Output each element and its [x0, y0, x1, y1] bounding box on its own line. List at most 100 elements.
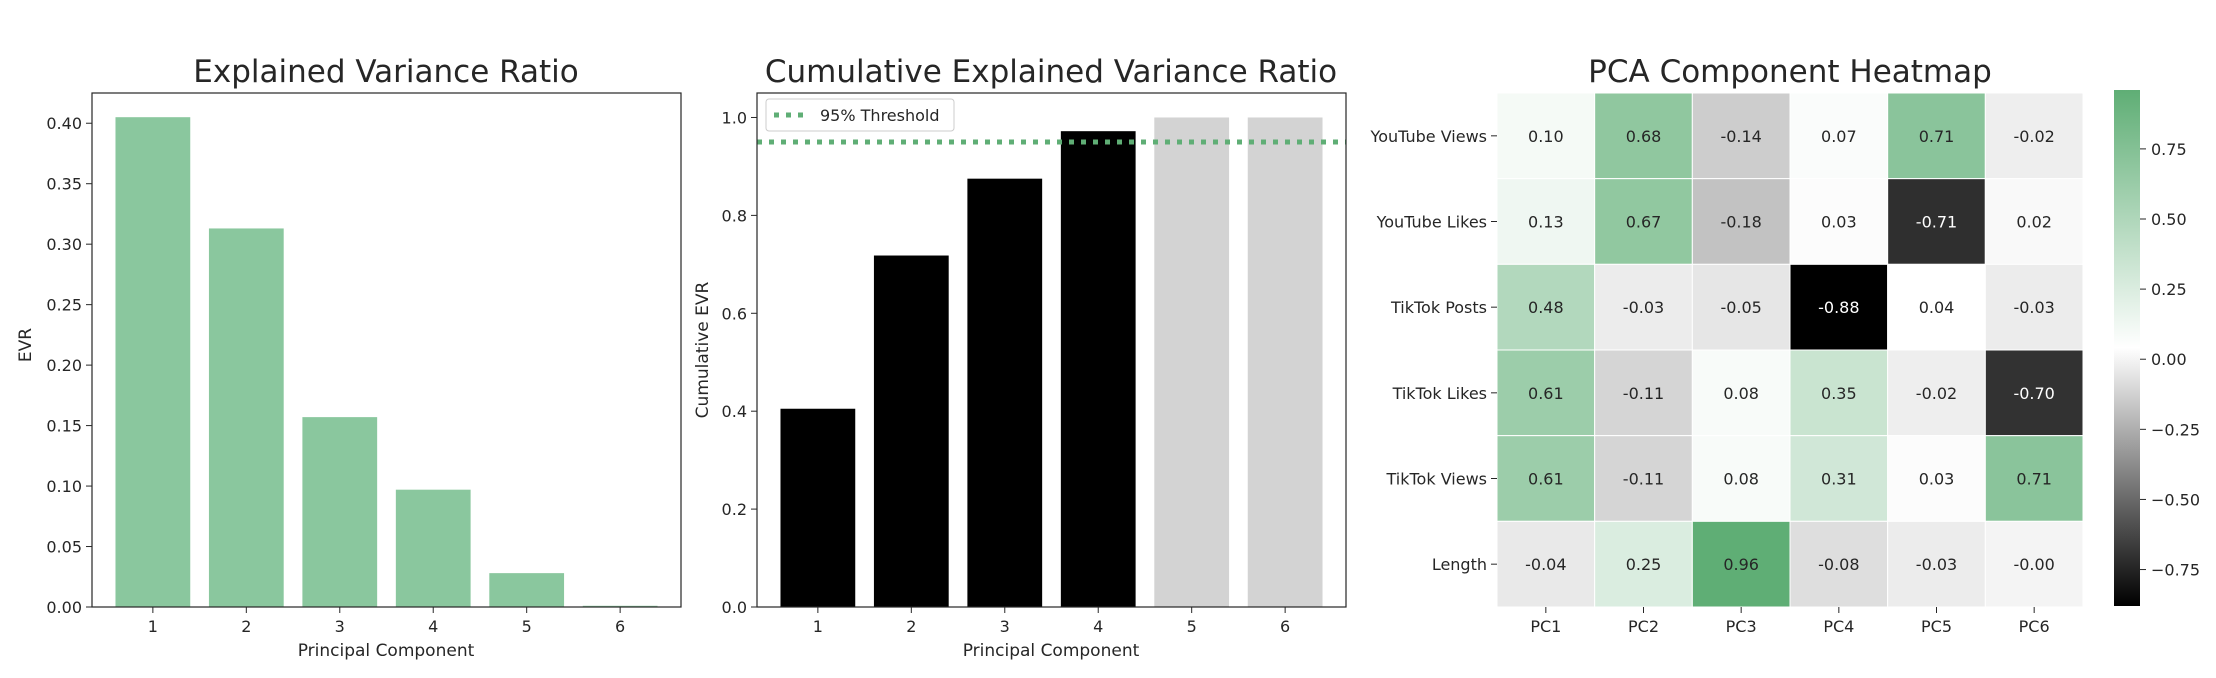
- y-tick-label: 0.40: [46, 114, 82, 133]
- colorbar-tick-label: 0.25: [2151, 280, 2187, 299]
- y-tick-label: 0.20: [46, 356, 82, 375]
- p2-bar: [780, 408, 856, 607]
- x-tick-label: 3: [1000, 617, 1010, 636]
- heatmap-cell-value: 0.07: [1821, 127, 1857, 146]
- x-tick-label: 5: [522, 617, 532, 636]
- legend-threshold-label: 95% Threshold: [820, 106, 940, 125]
- y-tick-label: 0.6: [722, 304, 747, 323]
- colorbar-tick-label: 0.50: [2151, 210, 2187, 229]
- x-tick-label: 6: [615, 617, 625, 636]
- evr-bar-chart: Explained Variance Ratio Principal Compo…: [16, 54, 682, 661]
- p1-bar: [115, 117, 191, 607]
- heatmap-cell-value: 0.68: [1626, 127, 1662, 146]
- heatmap-cell-value: -0.71: [1916, 213, 1957, 232]
- legend: 95% Threshold: [765, 98, 955, 132]
- heatmap-cell-value: -0.11: [1623, 384, 1664, 403]
- cumulative-y-axis-label: Cumulative EVR: [693, 282, 713, 419]
- evr-y-axis-label: EVR: [16, 328, 36, 362]
- heatmap-cell: [1887, 263, 1986, 351]
- p1-bar: [489, 573, 565, 607]
- heatmap-row-label: TikTok Likes: [1392, 384, 1487, 403]
- y-tick-label: 0.8: [722, 206, 747, 225]
- heatmap-cell-value: 0.71: [2016, 470, 2052, 489]
- heatmap-cell-value: 0.61: [1528, 384, 1564, 403]
- heatmap-cell-value: 0.71: [1919, 127, 1955, 146]
- heatmap-row-label: Length: [1432, 555, 1487, 574]
- heatmap-cell-value: 0.31: [1821, 470, 1857, 489]
- heatmap-cell-value: -0.03: [1623, 298, 1664, 317]
- heatmap-cell: [1691, 263, 1791, 351]
- colorbar: [2114, 90, 2140, 606]
- heatmap-cell: [1984, 520, 2084, 608]
- p1-bar: [302, 417, 378, 607]
- colorbar-tick-label: −0.25: [2151, 420, 2200, 439]
- heatmap-cell: [1984, 263, 2084, 351]
- heatmap-cell: [1887, 92, 1986, 180]
- x-tick-label: 6: [1280, 617, 1290, 636]
- p1-bar: [208, 228, 284, 608]
- heatmap-column-label: PC3: [1726, 617, 1757, 636]
- y-tick-label: 0.05: [46, 538, 82, 557]
- y-tick-label: 0.4: [722, 402, 747, 421]
- y-tick-label: 0.2: [722, 500, 747, 519]
- p2-bar: [1154, 117, 1230, 607]
- x-tick-label: 5: [1187, 617, 1197, 636]
- heatmap-cell: [1594, 263, 1693, 351]
- heatmap-cell: [1789, 435, 1889, 522]
- heatmap-cell-value: -0.18: [1720, 213, 1761, 232]
- x-tick-label: 1: [148, 617, 158, 636]
- heatmap-cell: [1984, 92, 2084, 180]
- heatmap-cell-value: -0.05: [1720, 298, 1761, 317]
- p1-bar: [582, 605, 658, 607]
- p2-bar: [967, 178, 1043, 607]
- y-tick-label: 0.0: [722, 598, 747, 617]
- heatmap-cell-value: 0.08: [1723, 470, 1759, 489]
- heatmap-cell-value: 0.10: [1528, 127, 1564, 146]
- heatmap-cell-value: -0.14: [1720, 127, 1761, 146]
- cumulative-chart-title: Cumulative Explained Variance Ratio: [765, 54, 1337, 90]
- heatmap-cell: [1496, 349, 1596, 437]
- heatmap-column-label: PC4: [1823, 617, 1854, 636]
- heatmap-column-label: PC1: [1530, 617, 1561, 636]
- heatmap-cell-value: -0.02: [1916, 384, 1957, 403]
- heatmap-cell-value: -0.00: [2013, 555, 2054, 574]
- heatmap-cell-value: -0.70: [2013, 384, 2054, 403]
- heatmap-cell: [1984, 178, 2084, 265]
- heatmap-cell: [1594, 435, 1693, 522]
- heatmap-cell: [1789, 349, 1889, 437]
- heatmap-row-label: YouTube Views: [1370, 127, 1487, 146]
- heatmap-cell-value: -0.88: [1818, 298, 1859, 317]
- heatmap-cell-value: -0.11: [1623, 470, 1664, 489]
- y-tick-label: 0.25: [46, 296, 82, 315]
- heatmap-cell: [1594, 178, 1693, 265]
- heatmap-cell: [1887, 520, 1986, 608]
- evr-chart-title: Explained Variance Ratio: [193, 54, 578, 90]
- heatmap-cell-value: -0.04: [1525, 555, 1566, 574]
- y-tick-label: 0.00: [46, 598, 82, 617]
- heatmap-cell: [1789, 178, 1889, 265]
- heatmap-cell-value: 0.48: [1528, 298, 1564, 317]
- colorbar-tick-label: −0.50: [2151, 490, 2200, 509]
- y-tick-label: 0.15: [46, 417, 82, 436]
- x-tick-label: 4: [428, 617, 438, 636]
- heatmap-column-label: PC2: [1628, 617, 1659, 636]
- cumulative-plot-frame: [756, 92, 1347, 608]
- heatmap-row-label: YouTube Likes: [1376, 213, 1487, 232]
- heatmap-cell-value: 0.96: [1723, 555, 1759, 574]
- y-tick-label: 1.0: [722, 108, 747, 127]
- heatmap-cell: [1691, 178, 1791, 265]
- p2-bar: [873, 255, 949, 607]
- heatmap-cell-value: -0.03: [1916, 555, 1957, 574]
- x-tick-label: 2: [241, 617, 251, 636]
- heatmap-row-label: TikTok Posts: [1390, 298, 1487, 317]
- heatmap-cell-value: 0.35: [1821, 384, 1857, 403]
- heatmap-cell-value: 0.03: [1821, 213, 1857, 232]
- heatmap-cell-value: 0.04: [1919, 298, 1955, 317]
- p2-bar: [1060, 131, 1136, 607]
- colorbar-tick-label: −0.75: [2151, 561, 2200, 580]
- colorbar-tick-label: 0.75: [2151, 140, 2187, 159]
- pca-heatmap: PCA Component Heatmap 0.10 0.68 -0.14 0.07 0…: [1370, 54, 2200, 636]
- heatmap-cell-value: 0.02: [2016, 213, 2052, 232]
- heatmap-cell: [1594, 520, 1693, 608]
- legend-box: [765, 98, 955, 132]
